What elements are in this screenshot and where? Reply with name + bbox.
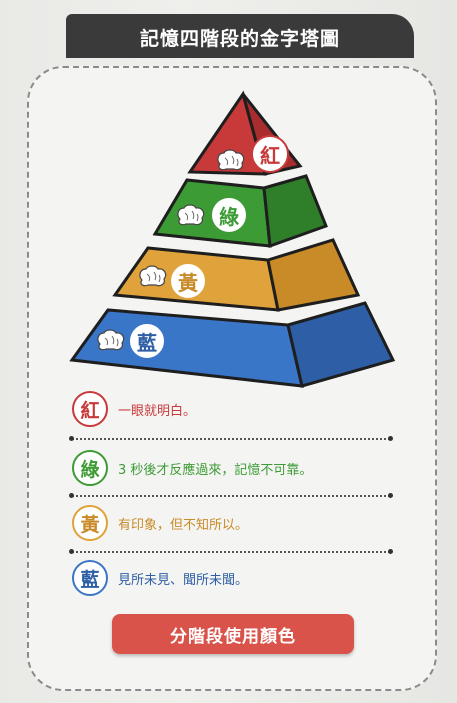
legend-text: 一眼就明白。 [118, 404, 197, 419]
divider [69, 549, 393, 554]
title-banner: 記憶四階段的金字塔圖 [66, 14, 414, 58]
tier-badge-label: 黃 [178, 270, 198, 295]
tier-badge-label: 紅 [260, 143, 280, 168]
legend-text: 有印象，但不知所以。 [118, 518, 249, 533]
brain-icon [177, 204, 205, 226]
legend-badge-label: 藍 [80, 568, 100, 591]
brain-icon [97, 329, 125, 351]
brain-icon [217, 149, 245, 171]
legend-badge-label: 黃 [80, 513, 100, 536]
divider [69, 436, 393, 441]
tier-badge-red: 紅 [251, 135, 289, 173]
page-title: 記憶四階段的金字塔圖 [139, 28, 340, 50]
tier-badge-green: 綠 [210, 196, 248, 234]
pyramid-tier-blue [69, 301, 396, 388]
divider [69, 493, 393, 498]
tier-badge-blue: 藍 [128, 322, 166, 360]
tier-badge-label: 綠 [219, 204, 239, 229]
legend-badge-label: 綠 [80, 458, 100, 481]
legend-text: 3 秒後才反應過來，記憶不可靠。 [118, 463, 313, 478]
legend-item-green: 綠 3 秒後才反應過來，記憶不可靠。 [72, 450, 392, 488]
legend-badge: 綠 [72, 450, 108, 486]
legend-item-red: 紅 一眼就明白。 [72, 391, 392, 429]
legend-badge: 藍 [72, 560, 108, 596]
legend-item-yellow: 黃 有印象，但不知所以。 [72, 505, 392, 543]
tier-badge-yellow: 黃 [169, 262, 207, 300]
use-color-by-stage-button[interactable]: 分階段使用顏色 [112, 614, 354, 654]
legend-item-blue: 藍 見所未見、聞所未聞。 [72, 560, 392, 598]
legend-badge: 黃 [72, 505, 108, 541]
brain-icon [139, 265, 167, 287]
legend-text: 見所未見、聞所未聞。 [118, 573, 249, 588]
tier-badge-label: 藍 [137, 330, 157, 355]
legend-badge: 紅 [72, 391, 108, 427]
legend-badge-label: 紅 [80, 399, 100, 422]
